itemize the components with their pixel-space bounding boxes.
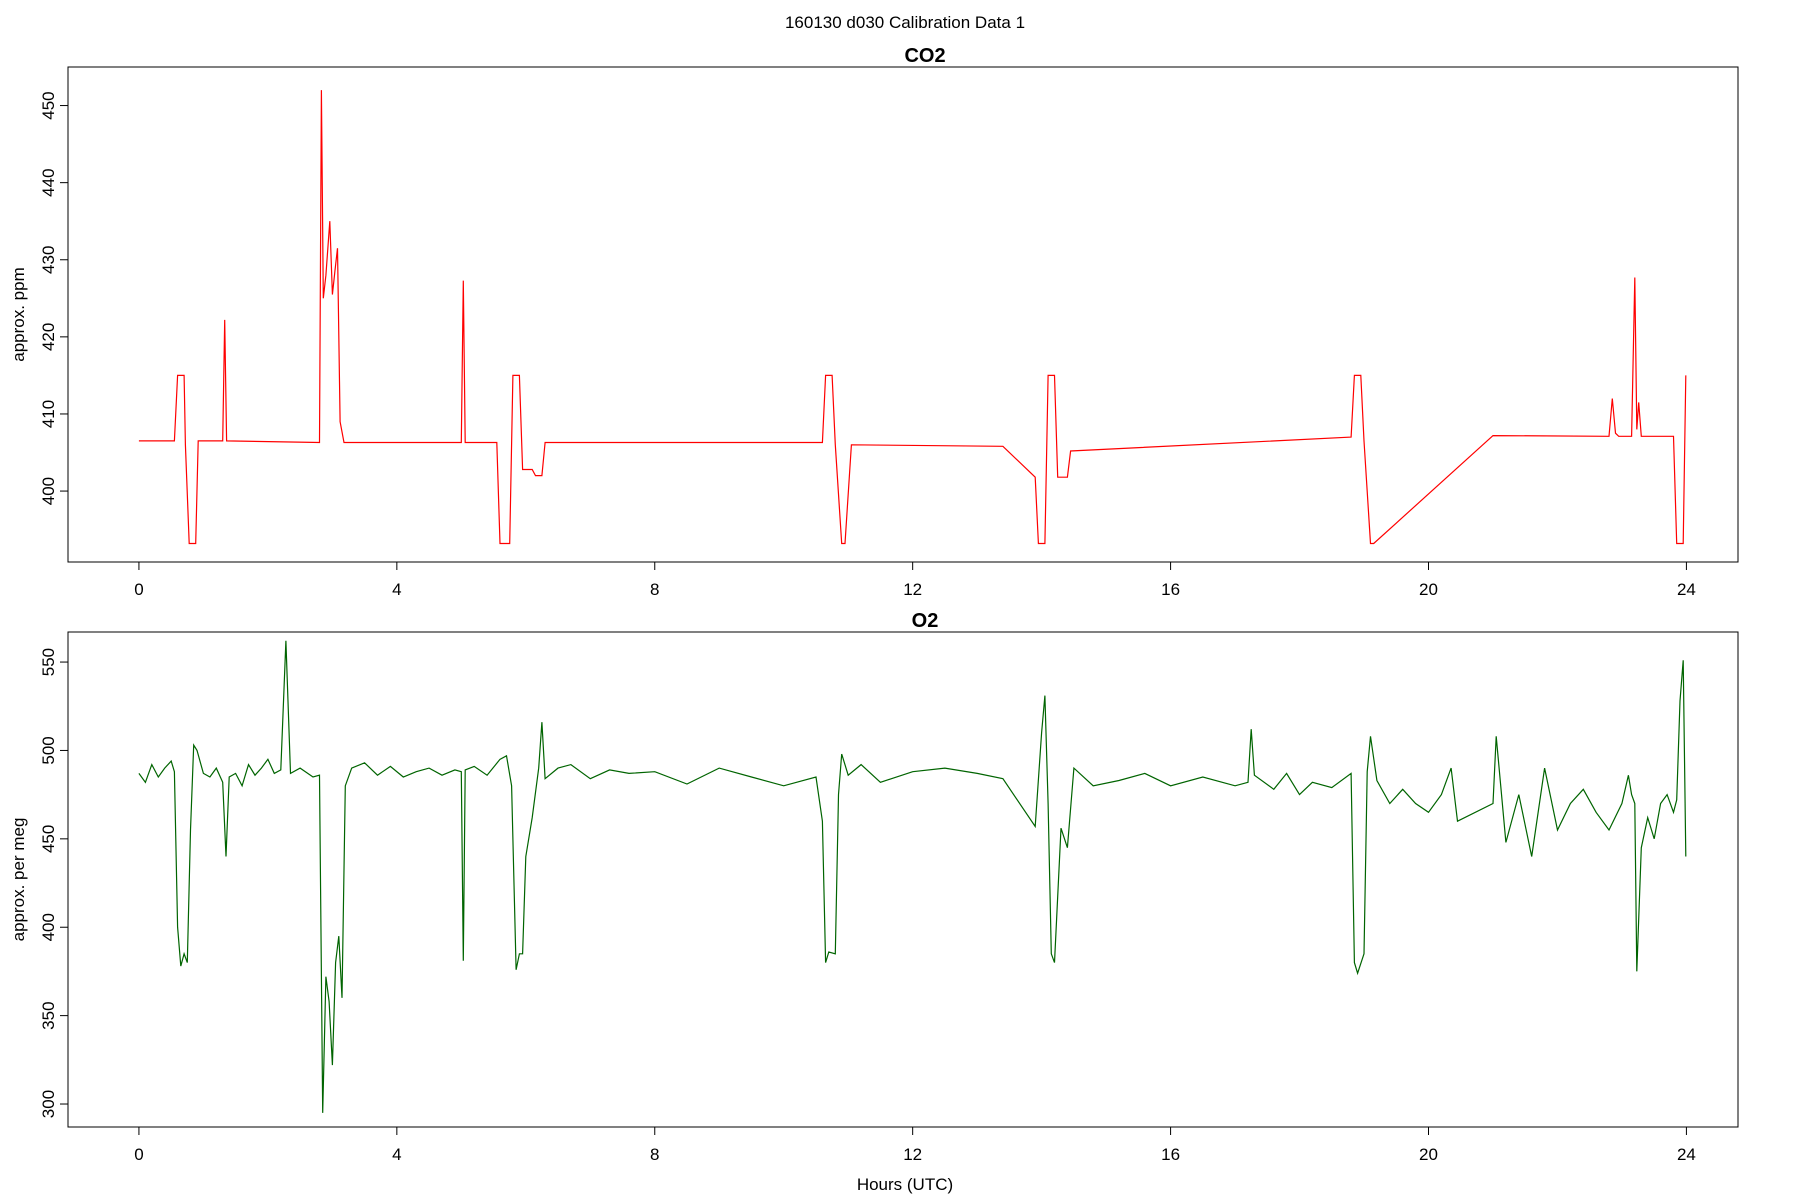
o2-y-axis-label: approx. per meg	[9, 818, 28, 942]
o2-y-tick-label: 500	[39, 736, 58, 764]
co2-y-tick-label: 410	[39, 400, 58, 428]
o2-x-tick-label: 4	[392, 1145, 401, 1164]
co2-plot-frame	[67, 66, 1739, 563]
co2-y-axis: 400 410 420 430 440 450	[39, 91, 68, 505]
co2-x-tick-label: 24	[1677, 580, 1696, 599]
co2-x-tick-label: 16	[1161, 580, 1180, 599]
o2-plot-frame	[67, 631, 1739, 1128]
co2-x-tick-label: 12	[903, 580, 922, 599]
o2-x-tick-label: 8	[650, 1145, 659, 1164]
o2-x-tick-label: 16	[1161, 1145, 1180, 1164]
o2-y-tick-label: 400	[39, 913, 58, 941]
o2-x-tick-label: 12	[903, 1145, 922, 1164]
o2-x-tick-label: 20	[1419, 1145, 1438, 1164]
o2-y-tick-label: 350	[39, 1001, 58, 1029]
o2-panel: O2 0 4 8 12 16 20 24 300 350 400 450 500 550 approx…	[9, 610, 1739, 1164]
co2-x-tick-label: 4	[392, 580, 401, 599]
o2-y-tick-label: 300	[39, 1090, 58, 1118]
co2-x-tick-label: 8	[650, 580, 659, 599]
co2-y-tick-label: 440	[39, 168, 58, 196]
figure-supertitle: 160130 d030 Calibration Data 1	[785, 13, 1025, 32]
o2-y-tick-label: 550	[39, 648, 58, 676]
figure-x-axis-label: Hours (UTC)	[857, 1175, 953, 1194]
co2-title: CO2	[904, 45, 945, 67]
o2-y-tick-label: 450	[39, 825, 58, 853]
co2-x-axis: 0 4 8 12 16 20 24	[134, 562, 1696, 599]
o2-x-tick-label: 0	[134, 1145, 143, 1164]
o2-y-axis: 300 350 400 450 500 550	[39, 648, 68, 1118]
o2-x-tick-label: 24	[1677, 1145, 1696, 1164]
co2-y-tick-label: 420	[39, 323, 58, 351]
co2-y-tick-label: 400	[39, 477, 58, 505]
co2-panel: CO2 0 4 8 12 16 20 24 400 410 420 430 440 450 appro…	[9, 45, 1739, 599]
co2-y-axis-label: approx. ppm	[9, 267, 28, 362]
co2-x-tick-label: 0	[134, 580, 143, 599]
o2-title: O2	[912, 610, 939, 632]
co2-y-tick-label: 430	[39, 246, 58, 274]
co2-y-tick-label: 450	[39, 91, 58, 119]
o2-series-line	[138, 640, 1687, 1113]
co2-series-line	[138, 90, 1687, 545]
co2-x-tick-label: 20	[1419, 580, 1438, 599]
o2-x-axis: 0 4 8 12 16 20 24	[134, 1127, 1696, 1164]
